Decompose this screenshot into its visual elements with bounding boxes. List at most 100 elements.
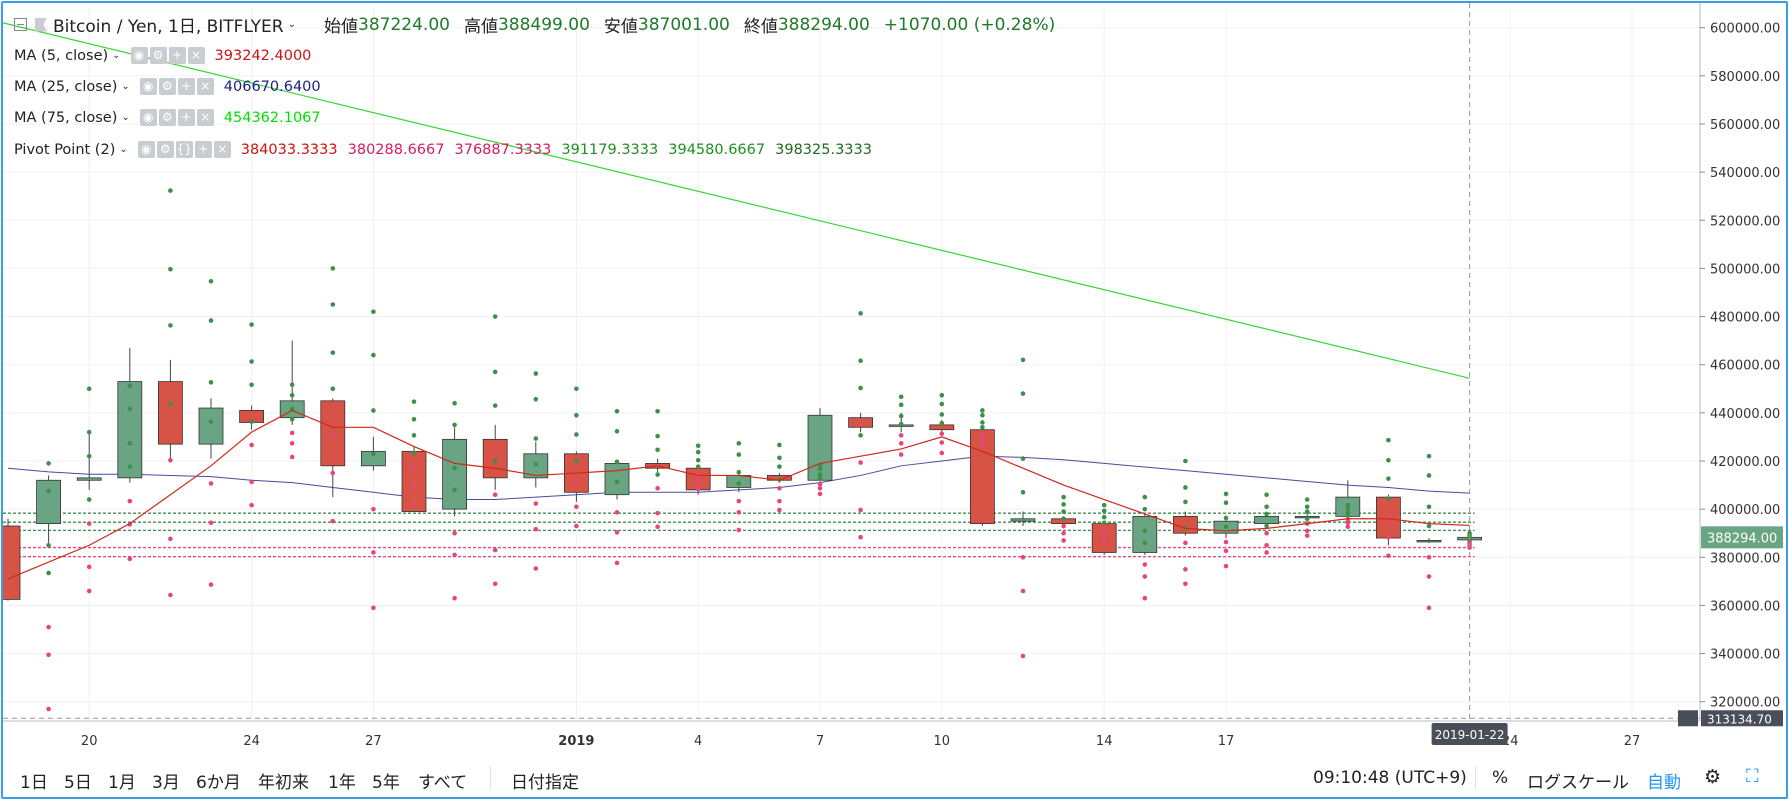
crosshair-price-box <box>1701 710 1783 727</box>
eye-icon[interactable]: ◉ <box>139 78 157 95</box>
pivot-value: 380288.6667 <box>347 141 445 158</box>
pivot-dot <box>614 530 620 535</box>
range-all-button[interactable]: すべて <box>418 773 468 793</box>
symbol-title[interactable]: Bitcoin / Yen, 1日, BITFLYER <box>53 17 284 37</box>
clock-time[interactable]: 09:10:48 (UTC+9) <box>1313 768 1467 788</box>
plus-icon[interactable]: + <box>168 47 186 64</box>
indicator-controls: ◉ ⚙ + × <box>130 47 205 64</box>
pivot-dot <box>1304 504 1310 510</box>
legend-ma5[interactable]: MA (5, close) ⌄ ◉ ⚙ + × 393242.4000 <box>14 47 311 64</box>
pivot-dot <box>371 550 376 555</box>
pivot-dot <box>533 371 539 376</box>
date-range-button[interactable]: 日付指定 <box>511 773 579 793</box>
range-ytd-button[interactable]: 年初来 <box>258 773 309 793</box>
plus-icon[interactable]: + <box>177 109 195 126</box>
fullscreen-icon[interactable]: ⛶ <box>1746 766 1759 787</box>
pivot-dot <box>86 564 92 570</box>
braces-icon[interactable]: {} <box>175 141 193 158</box>
indicator-name[interactable]: MA (5, close) <box>14 47 109 64</box>
crosshair-date-label: 2019-01-22 <box>1435 728 1505 742</box>
gear-icon[interactable]: ⚙ <box>1704 766 1722 788</box>
pivot-dot <box>371 309 376 315</box>
pivot-dot <box>1223 539 1229 545</box>
pivot-dot <box>655 408 660 414</box>
close-icon[interactable]: × <box>196 109 214 126</box>
pivot-value: 398325.3333 <box>775 141 872 158</box>
pivot-dot <box>1223 563 1229 569</box>
flag-icon[interactable] <box>35 17 47 32</box>
indicator-value: 406670.6400 <box>223 78 321 95</box>
eye-icon[interactable]: ◉ <box>139 109 157 126</box>
pivot-dot <box>980 424 985 430</box>
chevron-down-icon[interactable]: ⌄ <box>121 112 130 123</box>
gear-icon[interactable]: ⚙ <box>149 47 167 64</box>
auto-scale-toggle[interactable]: 自動 <box>1647 773 1681 793</box>
pivot-dot <box>1345 502 1351 508</box>
price-chart[interactable]: 320000.00 340000.00 360000.00 380000.00 4000… <box>3 3 1784 760</box>
ma5-line <box>7 409 1470 580</box>
range-1y-button[interactable]: 1年 <box>328 773 356 793</box>
range-1m-button[interactable]: 1月 <box>108 773 136 793</box>
candle-body <box>36 479 61 524</box>
high-value: 388499.00 <box>497 14 590 35</box>
legend-ma75[interactable]: MA (75, close) ⌄ ◉ ⚙ + × 454362.1067 <box>14 109 321 126</box>
eye-icon[interactable]: ◉ <box>137 141 155 158</box>
range-6m-button[interactable]: 6か月 <box>196 773 241 793</box>
pivot-dot <box>736 469 742 475</box>
percent-toggle[interactable]: % <box>1492 768 1509 788</box>
pivot-dot <box>980 437 985 442</box>
pivot-dot <box>1183 540 1188 546</box>
candle <box>3 518 21 601</box>
plus-icon[interactable]: + <box>194 141 212 158</box>
pivot-dot <box>46 542 51 548</box>
pivot-dot <box>208 582 214 587</box>
pivot-dot <box>1386 534 1391 540</box>
range-5d-button[interactable]: 5日 <box>64 773 92 793</box>
range-5y-button[interactable]: 5年 <box>372 773 400 793</box>
pivot-dot <box>86 521 92 526</box>
gear-icon[interactable]: ⚙ <box>158 109 176 126</box>
gear-icon[interactable]: ⚙ <box>156 141 174 158</box>
chevron-down-icon[interactable]: ⌄ <box>119 144 128 155</box>
indicator-name[interactable]: Pivot Point (2) <box>14 141 116 158</box>
x-tick-label: 24 <box>243 734 260 749</box>
pivot-dot <box>330 386 336 392</box>
candle-body <box>442 438 468 510</box>
legend-ma25[interactable]: MA (25, close) ⌄ ◉ ⚙ + × 406670.6400 <box>14 78 321 95</box>
pivot-dot <box>1142 540 1148 546</box>
close-icon[interactable]: × <box>213 141 231 158</box>
pivot-dot <box>1101 532 1107 538</box>
x-tick-label: 7 <box>816 734 824 749</box>
pivot-dot <box>249 382 254 388</box>
log-scale-toggle[interactable]: ログスケール <box>1527 773 1629 793</box>
gear-icon[interactable]: ⚙ <box>158 78 176 95</box>
y-tick-label: 580000.00 <box>1710 70 1780 85</box>
pivot-dot <box>168 592 173 598</box>
pivot-dot <box>330 518 336 524</box>
indicator-name[interactable]: MA (75, close) <box>14 109 118 126</box>
candle <box>482 424 508 490</box>
plus-icon[interactable]: + <box>177 78 195 95</box>
candle <box>523 441 549 488</box>
pivot-dot <box>817 466 823 472</box>
collapse-icon[interactable] <box>14 18 27 31</box>
range-1d-button[interactable]: 1日 <box>20 773 48 793</box>
indicator-name[interactable]: MA (25, close) <box>14 78 118 95</box>
y-tick-label: 400000.00 <box>1710 503 1780 518</box>
close-icon[interactable]: × <box>187 47 205 64</box>
pivot-dot <box>289 392 295 398</box>
candle-body <box>198 407 224 445</box>
chevron-down-icon[interactable]: ⌄ <box>121 81 130 92</box>
pivot-dot <box>249 442 254 448</box>
chevron-down-icon[interactable]: ⌄ <box>287 19 297 30</box>
pivot-dot <box>1304 497 1310 502</box>
pivot-dot <box>1020 357 1026 363</box>
close-icon[interactable]: × <box>196 78 214 95</box>
pivot-dot <box>1223 491 1229 497</box>
range-3m-button[interactable]: 3月 <box>152 773 180 793</box>
eye-icon[interactable]: ◉ <box>130 47 148 64</box>
x-tick-label: 17 <box>1218 734 1235 749</box>
legend-pivot[interactable]: Pivot Point (2) ⌄ ◉ ⚙{} + × 384033.3333 380… <box>14 141 872 158</box>
chevron-down-icon[interactable]: ⌄ <box>112 50 121 61</box>
pivot-dot <box>1101 514 1107 520</box>
